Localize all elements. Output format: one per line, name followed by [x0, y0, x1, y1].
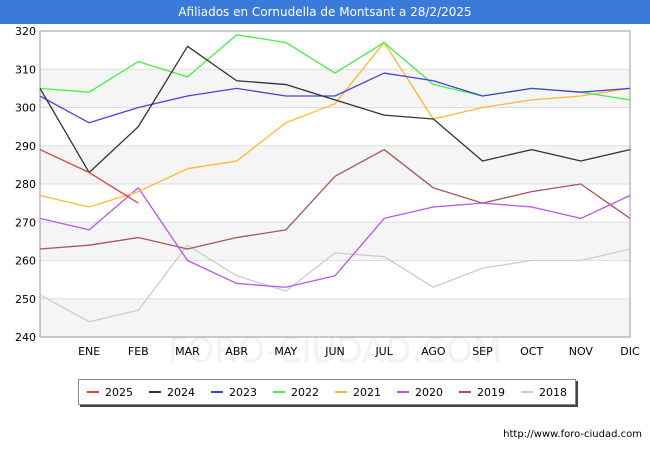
legend-swatch [335, 391, 347, 393]
legend-item-2022: 2022 [273, 386, 319, 399]
series-line-2021 [39, 41, 631, 208]
legend-item-2024: 2024 [149, 386, 195, 399]
x-tick-label: DIC [620, 345, 640, 358]
y-tick-label: 320 [15, 25, 36, 38]
x-tick-label: MAY [274, 345, 297, 358]
x-tick-label: JUL [374, 345, 393, 358]
legend-swatch [273, 391, 285, 393]
legend-label: 2020 [415, 385, 443, 399]
legend-item-2019: 2019 [459, 386, 505, 399]
chart-title: Afiliados en Cornudella de Montsant a 28… [178, 5, 472, 19]
legend-item-2021: 2021 [335, 386, 381, 399]
legend-swatch [397, 391, 409, 393]
legend-item-2020: 2020 [397, 386, 443, 399]
legend-label: 2018 [539, 385, 567, 399]
plot-frame [39, 30, 631, 338]
legend-item-2018: 2018 [521, 386, 567, 399]
legend-label: 2024 [167, 385, 195, 399]
x-tick-label: OCT [520, 345, 543, 358]
grid-band [40, 298, 630, 337]
grid-band [40, 69, 630, 108]
legend-swatch [521, 391, 533, 393]
chart-legend: 2025 2024 2023 2022 2021 2020 2019 2018 [78, 379, 576, 405]
legend-item-2025: 2025 [87, 386, 133, 399]
y-tick-label: 300 [15, 102, 36, 115]
legend-label: 2019 [477, 385, 505, 399]
series-line-2024 [39, 45, 631, 174]
series-line-2019 [39, 148, 631, 250]
legend-label: 2021 [353, 385, 381, 399]
legend-label: 2023 [229, 385, 257, 399]
x-tick-label: ABR [225, 345, 248, 358]
series-line-2018 [39, 244, 631, 323]
legend-swatch [149, 391, 161, 393]
y-tick-label: 270 [15, 216, 36, 229]
x-tick-label: JUN [324, 345, 345, 358]
legend-label: 2025 [105, 385, 133, 399]
watermark: FORO-CIUDAD.COM [168, 331, 502, 371]
grid-band [40, 145, 630, 184]
y-tick-label: 260 [15, 255, 36, 268]
legend-item-2023: 2023 [211, 386, 257, 399]
source-url[interactable]: http://www.foro-ciudad.com [503, 429, 642, 440]
y-tick-label: 280 [15, 178, 36, 191]
y-tick-label: 250 [15, 293, 36, 306]
y-tick-label: 240 [15, 331, 36, 344]
legend-swatch [459, 391, 471, 393]
legend-swatch [87, 391, 99, 393]
series-line-2025 [39, 148, 139, 204]
legend-label: 2022 [291, 385, 319, 399]
title-bar [0, 0, 650, 24]
x-tick-label: MAR [175, 345, 200, 358]
x-tick-label: NOV [569, 345, 594, 358]
legend-swatch [211, 391, 223, 393]
x-tick-label: SEP [472, 345, 493, 358]
series-line-2023 [39, 72, 631, 124]
y-tick-label: 310 [15, 63, 36, 76]
x-tick-label: FEB [128, 345, 149, 358]
y-tick-label: 290 [15, 140, 36, 153]
x-tick-label: ENE [78, 345, 100, 358]
series-line-2020 [39, 187, 631, 288]
grid-band [40, 222, 630, 261]
x-tick-label: AGO [421, 345, 446, 358]
